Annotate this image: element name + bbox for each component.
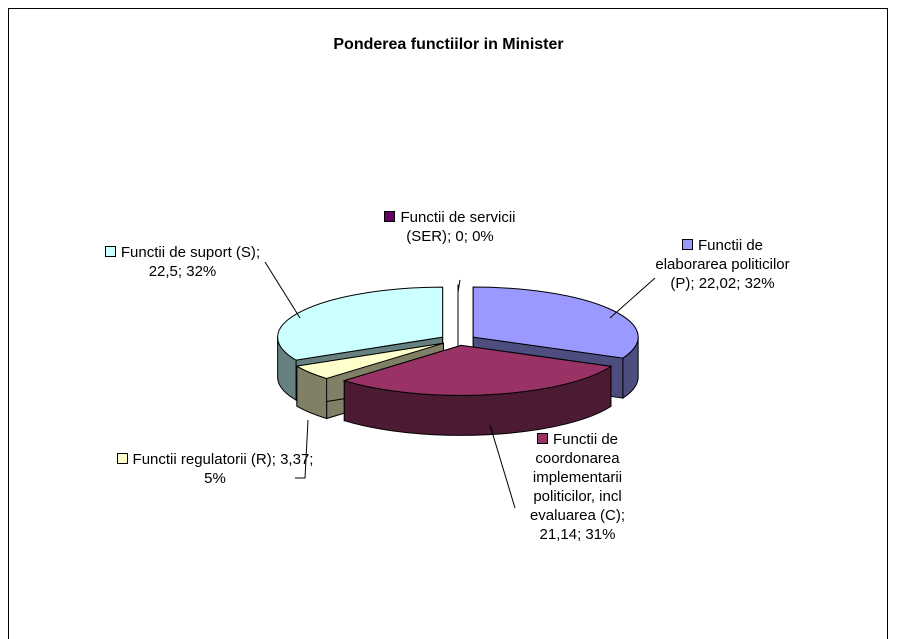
- value-label: 22,02: [698, 275, 737, 292]
- slice: [472, 286, 639, 359]
- chart-border: [8, 8, 888, 639]
- label-separator: ;: [177, 263, 187, 280]
- category-label: Functii de servicii (SER): [400, 209, 516, 245]
- legend-key: [116, 453, 128, 464]
- category-label: Functii de elaborarea politicilor (P): [655, 237, 790, 292]
- data-label: Functii de elaborarea politicilor (P); 2…: [655, 236, 790, 293]
- leader-line: [264, 261, 301, 319]
- legend-key: [681, 239, 693, 250]
- label-separator: ;: [577, 526, 586, 543]
- label-separator: ;: [271, 451, 281, 468]
- label-separator: ;: [463, 228, 473, 245]
- category-label: Functii de suport (S): [120, 244, 256, 261]
- label-separator: ;: [447, 228, 456, 245]
- percent-label: 32%: [186, 263, 217, 280]
- value-label: 3,37: [280, 451, 310, 468]
- label-separator: ;: [255, 244, 261, 261]
- data-label: Functii de servicii (SER); 0; 0%: [370, 208, 530, 246]
- label-separator: ;: [620, 507, 626, 524]
- data-label: Functii de coordonarea implementarii pol…: [510, 430, 645, 544]
- legend-key: [384, 211, 396, 222]
- legend-key: [104, 246, 116, 257]
- data-label: Functii de suport (S); 22,5; 32%: [95, 243, 270, 281]
- chart-title: Ponderea functiilor in Minister: [333, 36, 564, 53]
- slice: [295, 342, 444, 380]
- leader-line: [489, 424, 516, 509]
- slice: [277, 286, 444, 361]
- label-separator: ;: [690, 275, 699, 292]
- label-separator: ;: [309, 451, 314, 468]
- percent-label: 31%: [585, 526, 616, 543]
- percent-label: 0%: [472, 228, 494, 245]
- value-label: 0: [455, 228, 464, 245]
- percent-label: 32%: [744, 275, 775, 292]
- slice: [342, 344, 613, 396]
- leader-line: [609, 277, 656, 319]
- data-label: Functii regulatorii (R); 3,37; 5%: [115, 450, 315, 488]
- leader-line: [295, 419, 309, 479]
- value-label: 21,14: [539, 526, 578, 543]
- leader-line: [457, 279, 461, 293]
- category-label: Functii de coordonarea implementarii pol…: [529, 431, 623, 524]
- percent-label: 5%: [204, 470, 226, 487]
- value-label: 22,5: [148, 263, 178, 280]
- category-label: Functii regulatorii (R): [132, 451, 272, 468]
- legend-key: [536, 433, 548, 444]
- label-separator: ;: [736, 275, 745, 292]
